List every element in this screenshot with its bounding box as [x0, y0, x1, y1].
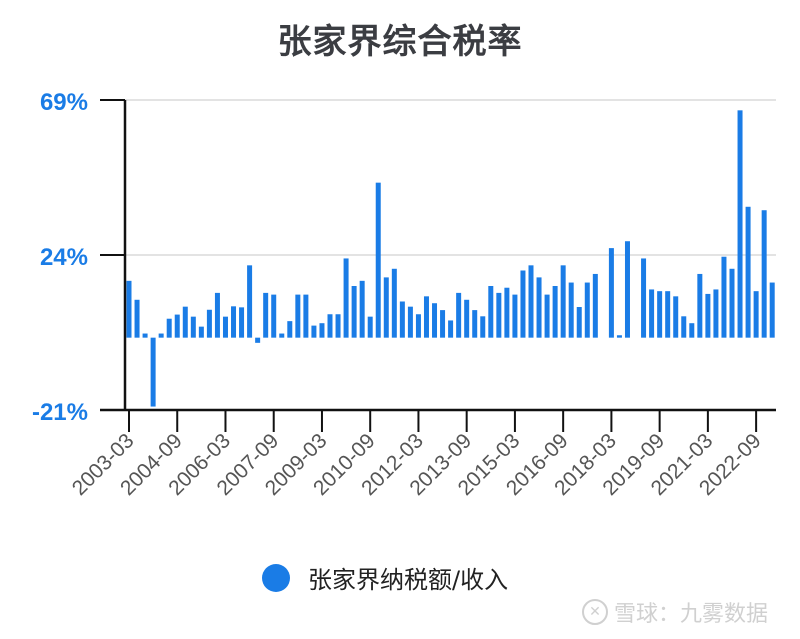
- bar[interactable]: [592, 273, 598, 338]
- bar[interactable]: [367, 316, 373, 338]
- bar[interactable]: [198, 326, 204, 338]
- bar[interactable]: [287, 321, 293, 338]
- bar[interactable]: [649, 289, 655, 338]
- bar[interactable]: [383, 277, 389, 338]
- bar[interactable]: [255, 337, 261, 343]
- bar[interactable]: [520, 270, 526, 338]
- bar[interactable]: [303, 294, 309, 338]
- bar[interactable]: [327, 314, 333, 338]
- bar[interactable]: [279, 333, 285, 338]
- bar[interactable]: [166, 318, 172, 338]
- bar[interactable]: [464, 299, 470, 338]
- bar[interactable]: [480, 316, 486, 338]
- bar[interactable]: [222, 316, 228, 338]
- bar[interactable]: [568, 282, 574, 338]
- bar[interactable]: [182, 306, 188, 338]
- bar[interactable]: [536, 277, 542, 338]
- bar[interactable]: [681, 316, 687, 338]
- bar[interactable]: [705, 293, 711, 338]
- bar[interactable]: [496, 292, 502, 338]
- bar[interactable]: [512, 294, 518, 338]
- y-tick-label: 69%: [40, 89, 88, 116]
- bar[interactable]: [231, 306, 237, 338]
- bar[interactable]: [689, 323, 695, 338]
- bar[interactable]: [335, 314, 341, 338]
- bar[interactable]: [616, 335, 622, 338]
- bar[interactable]: [415, 314, 421, 338]
- bar[interactable]: [391, 268, 397, 338]
- bar[interactable]: [150, 337, 156, 407]
- legend-label: 张家界纳税额/收入: [308, 566, 509, 594]
- bar[interactable]: [608, 248, 614, 338]
- bar[interactable]: [737, 110, 743, 338]
- bar[interactable]: [641, 258, 647, 338]
- bar[interactable]: [206, 309, 212, 338]
- bar[interactable]: [359, 280, 365, 338]
- bar[interactable]: [472, 310, 478, 338]
- bar[interactable]: [697, 273, 703, 338]
- bar[interactable]: [126, 280, 132, 338]
- bar[interactable]: [174, 314, 180, 338]
- bar[interactable]: [271, 294, 277, 338]
- bar[interactable]: [423, 296, 429, 338]
- bar[interactable]: [488, 286, 494, 338]
- watermark-text: 雪球：九雾数据: [614, 602, 769, 627]
- bar[interactable]: [319, 323, 325, 338]
- bar[interactable]: [432, 303, 438, 338]
- bar[interactable]: [721, 256, 727, 338]
- bar[interactable]: [552, 286, 558, 338]
- chart-title: 张家界综合税率: [277, 22, 523, 62]
- bar[interactable]: [504, 287, 510, 338]
- bar[interactable]: [769, 282, 775, 338]
- bar[interactable]: [214, 292, 220, 338]
- bar[interactable]: [456, 292, 462, 338]
- bar[interactable]: [343, 258, 349, 338]
- bar[interactable]: [311, 325, 317, 338]
- bar[interactable]: [239, 307, 245, 338]
- bar[interactable]: [624, 241, 630, 338]
- bar[interactable]: [576, 307, 582, 338]
- bar[interactable]: [584, 282, 590, 338]
- bar[interactable]: [657, 291, 663, 338]
- xueqiu-logo-icon: ✕: [582, 599, 608, 625]
- bar[interactable]: [142, 333, 148, 338]
- bar[interactable]: [351, 286, 357, 338]
- bar[interactable]: [134, 299, 140, 338]
- bar[interactable]: [729, 268, 735, 338]
- legend[interactable]: 张家界纳税额/收入: [262, 560, 508, 595]
- bar[interactable]: [544, 294, 550, 338]
- bar[interactable]: [375, 182, 381, 338]
- bar[interactable]: [665, 291, 671, 338]
- bar[interactable]: [399, 301, 405, 338]
- bar[interactable]: [407, 306, 413, 338]
- bar[interactable]: [448, 320, 454, 338]
- watermark: ✕ 雪球：九雾数据: [582, 596, 768, 628]
- y-tick-label: 24%: [40, 244, 88, 271]
- y-tick-label: -21%: [32, 399, 88, 426]
- bar[interactable]: [745, 206, 751, 338]
- bar[interactable]: [190, 316, 196, 338]
- bar[interactable]: [247, 265, 253, 338]
- bar[interactable]: [713, 289, 719, 338]
- bar[interactable]: [528, 265, 534, 338]
- bar[interactable]: [440, 310, 446, 338]
- bar[interactable]: [295, 294, 301, 338]
- bar[interactable]: [158, 333, 164, 338]
- bar[interactable]: [560, 265, 566, 338]
- bar[interactable]: [673, 296, 679, 338]
- bar[interactable]: [263, 292, 269, 338]
- legend-marker-icon: [262, 563, 290, 592]
- bar[interactable]: [761, 210, 767, 338]
- bar[interactable]: [753, 291, 759, 338]
